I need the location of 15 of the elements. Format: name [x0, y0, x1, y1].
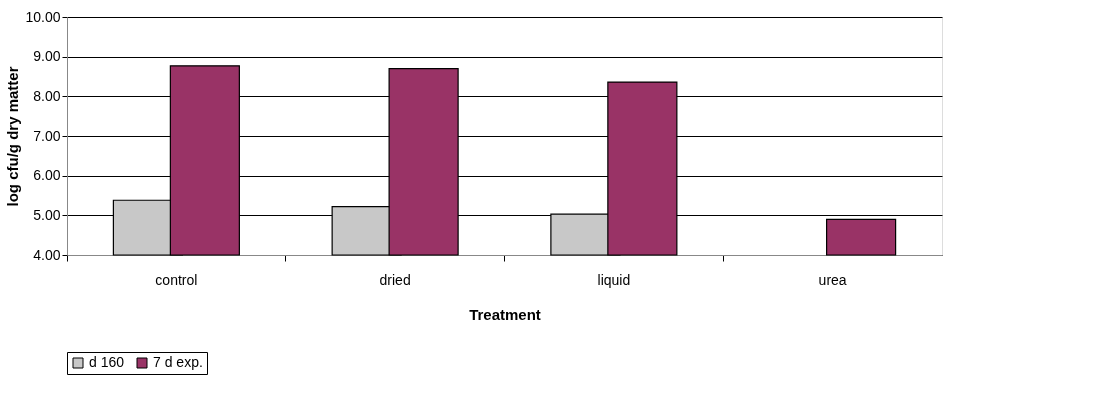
y-tick-label: 6.00	[33, 167, 61, 184]
x-axis-title: Treatment	[469, 305, 541, 323]
legend-label: d 160	[89, 354, 125, 370]
x-tick-label: dried	[379, 271, 411, 288]
legend-label: 7 d exp.	[153, 354, 203, 370]
y-tick-label: 7.00	[33, 127, 61, 144]
y-tick-label: 8.00	[33, 87, 61, 104]
y-tick-label: 5.00	[33, 206, 61, 223]
y-tick-label: 9.00	[33, 48, 61, 65]
y-axis-title: log cfu/g dry matter	[4, 66, 22, 207]
y-tick-label: 10.00	[25, 8, 61, 25]
x-tick-label: control	[155, 271, 198, 288]
y-tick-label: 4.00	[33, 246, 61, 263]
x-tick-label: liquid	[597, 271, 631, 288]
x-tick-label: urea	[818, 271, 847, 288]
